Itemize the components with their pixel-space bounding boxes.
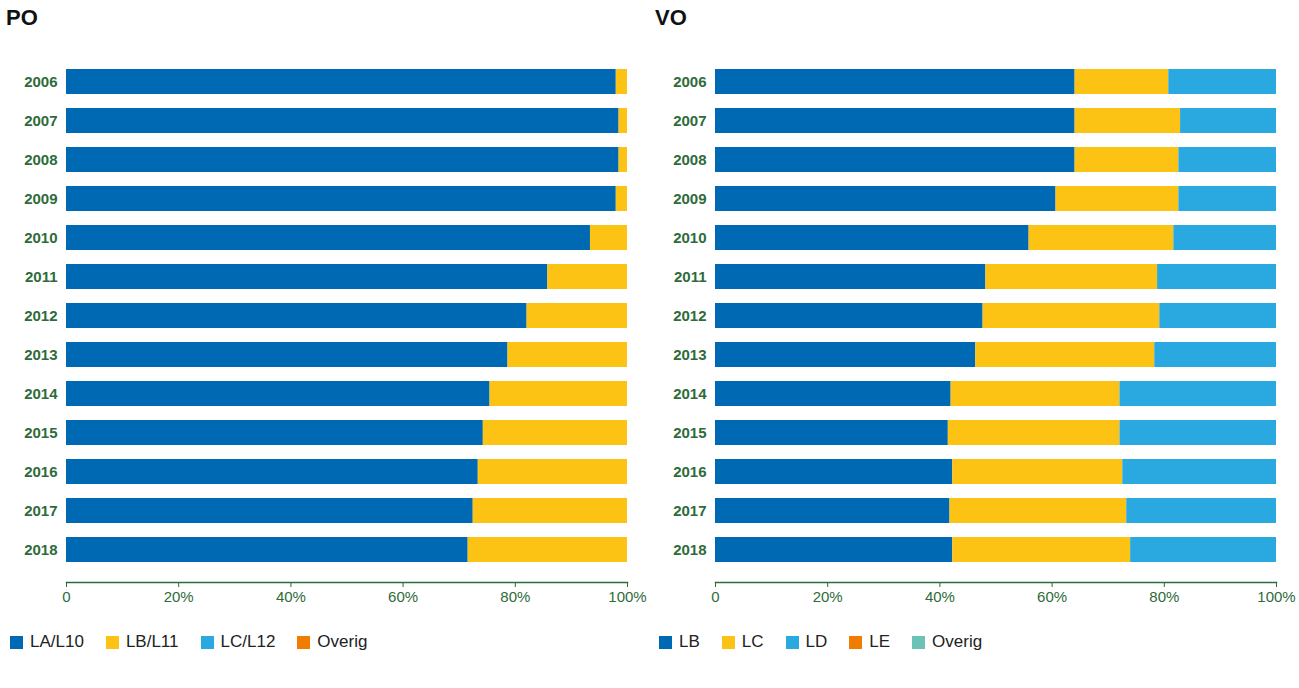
svg-text:0: 0 — [711, 588, 719, 605]
svg-text:2018: 2018 — [24, 541, 57, 558]
svg-text:2012: 2012 — [673, 307, 706, 324]
svg-text:2013: 2013 — [673, 346, 706, 363]
svg-text:80%: 80% — [1149, 588, 1179, 605]
svg-text:0: 0 — [62, 588, 70, 605]
svg-text:2015: 2015 — [24, 424, 57, 441]
html-text:LA/L10: LA/L10 — [30, 632, 84, 651]
svg-text:100%: 100% — [608, 588, 646, 605]
svg-text:80%: 80% — [500, 588, 530, 605]
svg-text:2010: 2010 — [673, 229, 706, 246]
html-text:LC: LC — [741, 632, 764, 651]
svg-text:2006: 2006 — [673, 73, 706, 90]
svg-text:20%: 20% — [813, 588, 843, 605]
svg-text:2011: 2011 — [674, 268, 707, 285]
svg-text:2011: 2011 — [25, 268, 58, 285]
svg-text:20%: 20% — [164, 588, 194, 605]
html-text:LE: LE — [869, 632, 891, 651]
svg-text:60%: 60% — [1037, 588, 1067, 605]
svg-text:2017: 2017 — [673, 502, 706, 519]
svg-text:2016: 2016 — [673, 463, 706, 480]
html-text:Overig: Overig — [932, 632, 983, 651]
svg-text:2008: 2008 — [24, 151, 57, 168]
svg-text:2015: 2015 — [673, 424, 706, 441]
svg-text:60%: 60% — [388, 588, 418, 605]
svg-text:2007: 2007 — [673, 112, 706, 129]
svg-text:2010: 2010 — [24, 229, 57, 246]
svg-text:40%: 40% — [276, 588, 306, 605]
svg-text:2014: 2014 — [673, 385, 707, 402]
html-text:VO: VO — [655, 5, 687, 30]
html-text:Overig: Overig — [317, 632, 368, 651]
svg-text:100%: 100% — [1257, 588, 1295, 605]
html-text:LB/L11: LB/L11 — [125, 632, 179, 651]
html-text:LB: LB — [679, 632, 700, 651]
svg-text:2007: 2007 — [24, 112, 57, 129]
html-text:LC/L12: LC/L12 — [220, 632, 276, 651]
svg-text:2009: 2009 — [24, 190, 57, 207]
svg-text:2017: 2017 — [24, 502, 57, 519]
svg-text:2006: 2006 — [24, 73, 57, 90]
svg-text:40%: 40% — [925, 588, 955, 605]
svg-text:2013: 2013 — [24, 346, 57, 363]
svg-text:2016: 2016 — [24, 463, 57, 480]
svg-text:2018: 2018 — [673, 541, 706, 558]
svg-text:2009: 2009 — [673, 190, 706, 207]
svg-text:2012: 2012 — [24, 307, 57, 324]
html-text:PO: PO — [6, 5, 38, 30]
svg-text:2008: 2008 — [673, 151, 706, 168]
svg-text:2014: 2014 — [24, 385, 58, 402]
html-text:LD: LD — [805, 632, 828, 651]
